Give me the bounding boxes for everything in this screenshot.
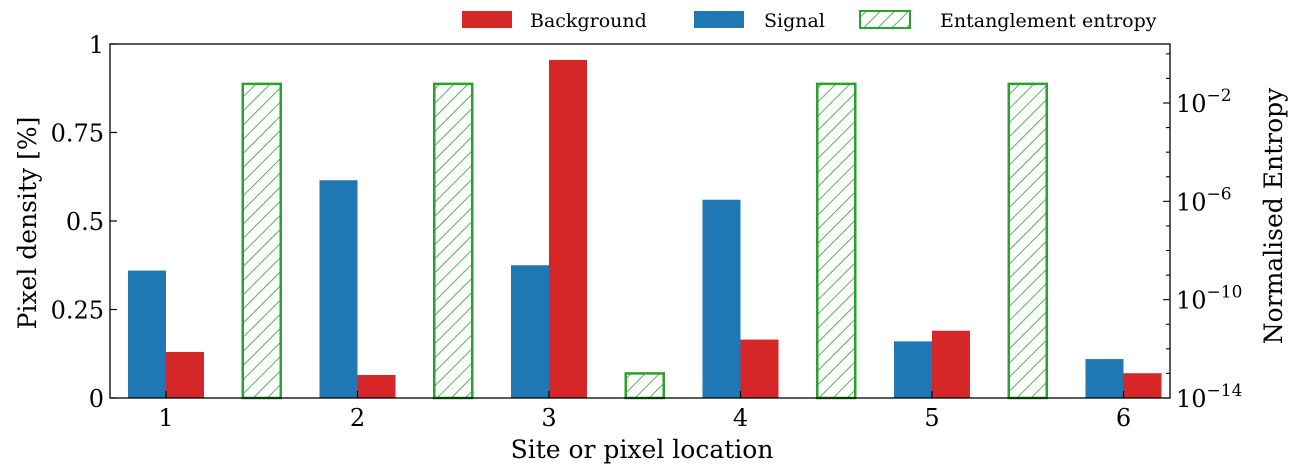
bar-signal-4 <box>703 200 741 398</box>
y2-tick-label-1e-2: 10−2 <box>1176 86 1232 118</box>
x-tick-label-4: 4 <box>733 404 748 432</box>
bar-signal-3 <box>511 265 549 398</box>
x-tick-label-5: 5 <box>924 404 939 432</box>
legend-label-signal: Signal <box>764 10 825 32</box>
bar-entropy-2-3 <box>434 84 472 398</box>
legend-label-entanglement-entropy: Entanglement entropy <box>940 10 1157 32</box>
bar-background-2 <box>358 375 396 398</box>
bar-background-5 <box>932 331 970 398</box>
bar-background-3 <box>549 60 587 398</box>
legend-item-background: Background <box>462 10 647 32</box>
bar-background-6 <box>1124 373 1162 398</box>
x-tick-label-6: 6 <box>1116 404 1131 432</box>
legend-item-signal: Signal <box>694 10 825 32</box>
plot-axes: 1 2 3 4 5 6 0 0.25 0.5 0.75 1 10−14 10−10 10−6 10−2 <box>51 31 1243 432</box>
y2-tick-label-1e-14: 10−14 <box>1176 381 1242 413</box>
bar-entropy-1-2 <box>243 84 281 398</box>
y2-tick-label-1e-6: 10−6 <box>1176 184 1232 216</box>
bar-entropy-4-5 <box>817 84 855 398</box>
y-axis-title: Pixel density [%] <box>13 117 42 330</box>
legend-label-background: Background <box>530 10 647 32</box>
legend: Background Signal Entanglement entropy <box>462 10 1157 32</box>
x-tick-label-1: 1 <box>158 404 173 432</box>
legend-swatch-signal <box>694 11 744 28</box>
x-tick-label-3: 3 <box>541 404 556 432</box>
bar-signal-1 <box>128 271 166 398</box>
y2-axis-title: Normalised Entropy <box>1259 87 1288 344</box>
y-tick-label-0.25: 0.25 <box>51 297 104 325</box>
bar-entropy-5-6 <box>1009 84 1047 398</box>
y-tick-label-1: 1 <box>89 31 104 59</box>
bar-signal-6 <box>1086 359 1124 398</box>
x-tick-label-2: 2 <box>350 404 365 432</box>
legend-item-entanglement-entropy: Entanglement entropy <box>860 10 1157 32</box>
bar-background-1 <box>166 352 204 398</box>
y2-tick-label-1e-10: 10−10 <box>1176 283 1242 315</box>
bar-entropy-3-4 <box>626 373 664 398</box>
plot-bars <box>128 60 1162 398</box>
bar-signal-2 <box>320 180 358 398</box>
y-tick-label-0.5: 0.5 <box>66 208 104 236</box>
bar-background-4 <box>741 340 779 398</box>
x-axis-title: Site or pixel location <box>511 435 774 464</box>
legend-swatch-background <box>462 11 512 28</box>
legend-swatch-entanglement-entropy <box>860 11 910 28</box>
bar-signal-5 <box>894 341 932 398</box>
y-tick-label-0: 0 <box>89 385 104 413</box>
y-tick-label-0.75: 0.75 <box>51 120 104 148</box>
